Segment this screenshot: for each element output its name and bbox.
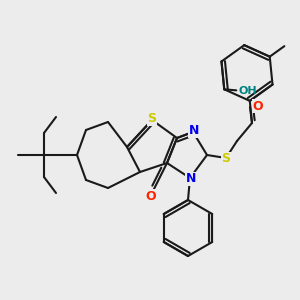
Text: O: O <box>146 190 156 202</box>
Text: N: N <box>186 172 196 185</box>
Text: S: S <box>148 112 157 125</box>
Text: N: N <box>189 124 199 137</box>
Text: S: S <box>221 152 230 166</box>
Text: OH: OH <box>238 86 257 96</box>
Text: O: O <box>253 100 263 112</box>
